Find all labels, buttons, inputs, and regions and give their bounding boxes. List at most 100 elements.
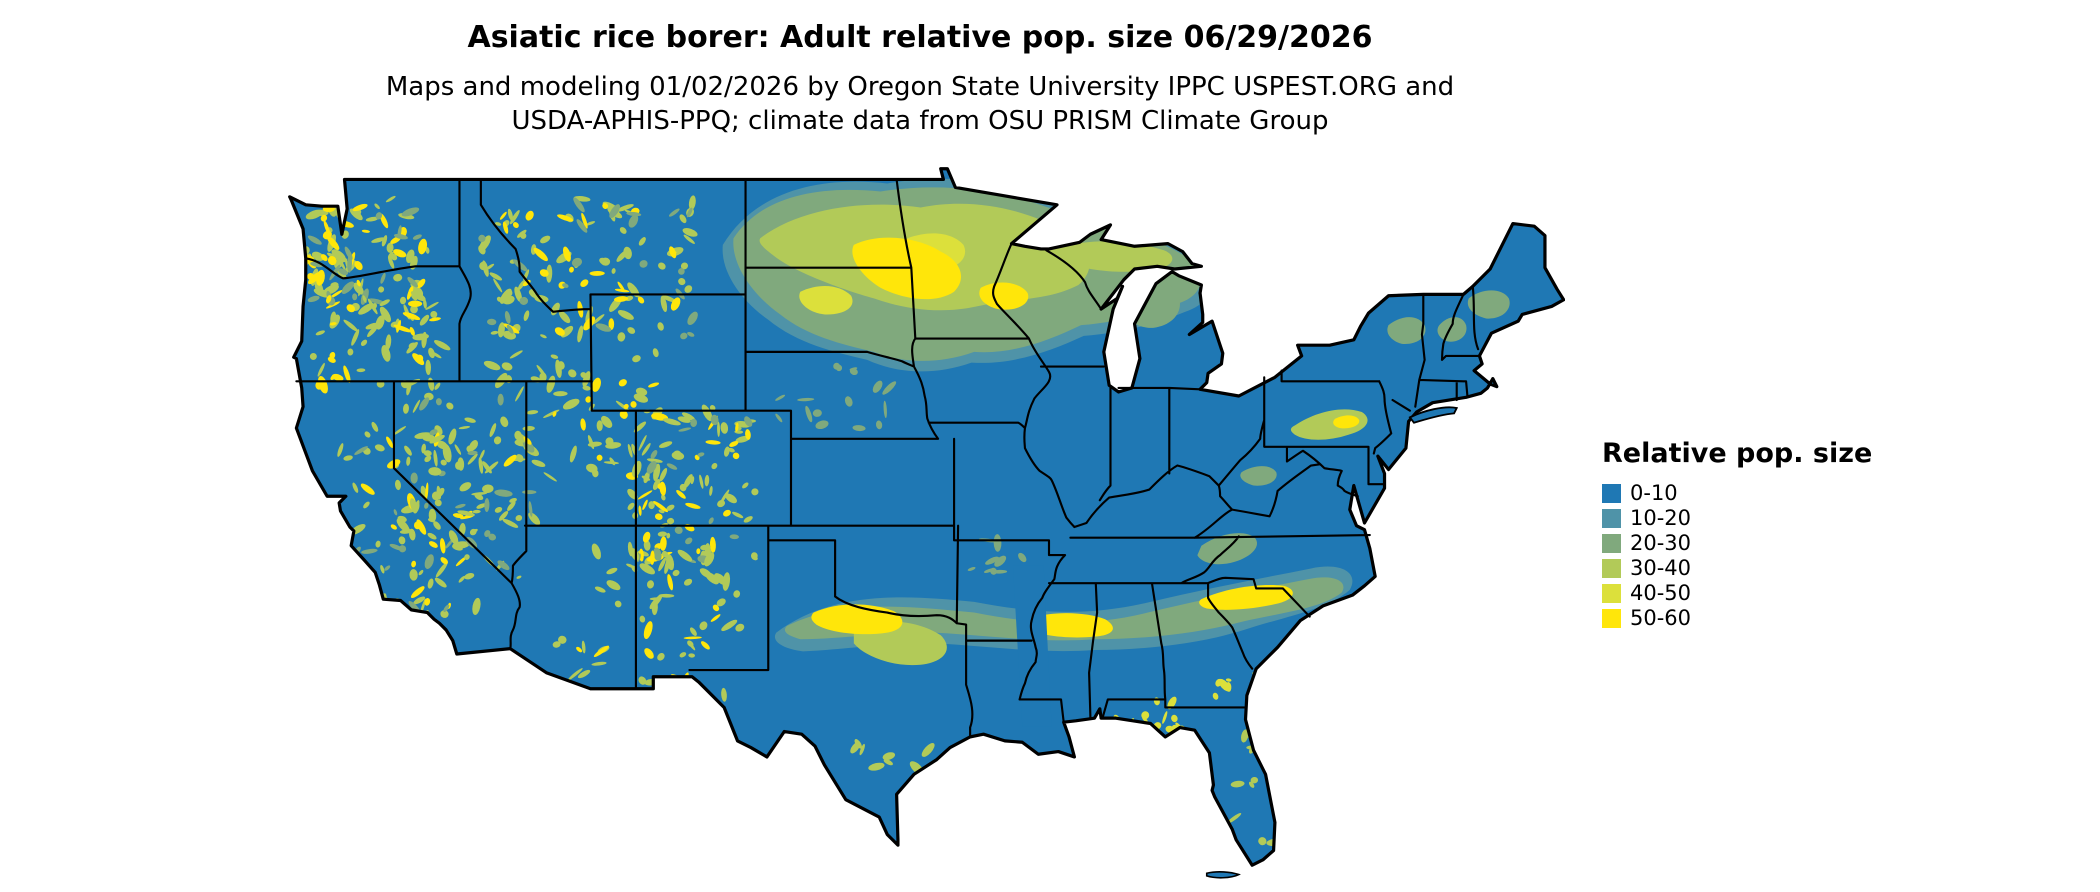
terrain-speckle: [393, 324, 412, 333]
terrain-speckle: [378, 286, 385, 293]
terrain-speckle: [531, 459, 546, 467]
terrain-speckle: [596, 420, 603, 432]
terrain-speckle: [659, 441, 673, 449]
terrain-speckle: [805, 405, 813, 423]
terrain-speckle: [644, 648, 654, 659]
terrain-speckle: [1294, 677, 1300, 695]
terrain-speckle: [641, 443, 651, 456]
terrain-speckle: [409, 498, 418, 514]
terrain-speckle: [410, 290, 426, 302]
terrain-speckle: [307, 235, 322, 245]
terrain-speckle: [619, 410, 628, 419]
terrain-speckle: [367, 325, 378, 338]
terrain-speckle: [381, 235, 388, 247]
terrain-speckle: [580, 418, 586, 431]
terrain-speckle: [484, 461, 499, 474]
terrain-speckle: [576, 219, 588, 233]
terrain-speckle: [577, 669, 591, 679]
terrain-speckle: [868, 762, 885, 771]
terrain-speckle: [661, 550, 669, 558]
terrain-speckle: [457, 510, 475, 517]
terrain-speckle: [557, 635, 567, 644]
terrain-speckle: [311, 251, 325, 261]
terrain-speckle: [551, 683, 570, 691]
terrain-speckle: [343, 455, 353, 461]
subtitle-line-1: Maps and modeling 01/02/2026 by Oregon S…: [385, 72, 1455, 102]
terrain-speckle: [606, 567, 618, 575]
page-title: Asiatic rice borer: Adult relative pop. …: [467, 20, 1373, 55]
terrain-speckle: [399, 614, 406, 624]
terrain-speckle: [393, 249, 407, 258]
terrain-speckle: [638, 434, 647, 451]
terrain-speckle: [409, 569, 418, 581]
terrain-speckle: [658, 557, 667, 572]
terrain-speckle: [500, 416, 509, 428]
terrain-speckle: [553, 391, 568, 397]
terrain-speckle: [498, 511, 509, 521]
terrain-speckle: [360, 483, 375, 495]
terrain-speckle: [397, 515, 407, 523]
terrain-speckle: [407, 277, 418, 288]
terrain-speckle: [457, 457, 465, 471]
terrain-speckle: [670, 297, 681, 311]
terrain-speckle: [594, 586, 606, 593]
terrain-speckle: [683, 234, 695, 244]
terrain-speckle: [410, 305, 418, 314]
terrain-speckle: [678, 268, 685, 275]
terrain-speckle: [649, 594, 663, 610]
terrain-speckle: [360, 339, 368, 346]
terrain-speckle: [1212, 692, 1219, 700]
terrain-speckle: [366, 573, 371, 587]
terrain-speckle: [539, 269, 549, 277]
terrain-speckle: [497, 322, 505, 338]
terrain-speckle: [844, 396, 853, 407]
terrain-speckle: [679, 214, 687, 224]
terrain-speckle: [458, 425, 471, 430]
terrain-speckle: [658, 593, 675, 598]
terrain-speckle: [393, 273, 403, 282]
terrain-speckle: [494, 222, 502, 226]
terrain-speckle: [701, 404, 713, 422]
terrain-speckle: [652, 348, 659, 358]
terrain-speckle: [849, 368, 858, 376]
terrain-speckle: [489, 423, 497, 437]
terrain-speckle: [728, 447, 735, 453]
terrain-speckle: [347, 348, 354, 356]
terrain-speckle: [555, 359, 562, 378]
terrain-speckle: [661, 494, 666, 501]
terrain-speckle: [390, 524, 397, 530]
terrain-speckle: [633, 393, 649, 403]
state-borders: [295, 178, 1481, 738]
terrain-speckle: [641, 563, 648, 569]
terrain-speckle: [490, 330, 499, 335]
terrain-speckle: [522, 279, 531, 287]
terrain-speckle: [440, 459, 447, 466]
terrain-speckle: [409, 528, 416, 541]
terrain-speckle: [413, 596, 426, 605]
terrain-speckle: [425, 482, 429, 501]
terrain-speckle: [601, 415, 613, 428]
terrain-speckle: [313, 288, 331, 298]
terrain-speckle: [365, 216, 379, 222]
terrain-speckle: [493, 436, 502, 445]
terrain-speckle: [446, 402, 454, 410]
terrain-speckle: [520, 232, 527, 239]
terrain-speckle: [688, 653, 696, 658]
terrain-speckle: [682, 228, 698, 237]
terrain-speckle: [309, 352, 317, 360]
legend-label-20-30: 20-30: [1630, 531, 1692, 555]
terrain-speckle: [554, 327, 565, 336]
terrain-speckle: [523, 310, 530, 321]
terrain-speckle: [744, 416, 753, 427]
terrain-speckle: [329, 351, 336, 360]
terrain-speckle: [515, 386, 524, 402]
terrain-speckle: [435, 398, 442, 406]
terrain-speckle: [685, 537, 693, 545]
terrain-speckle: [708, 517, 714, 525]
terrain-speckle: [343, 365, 351, 383]
terrain-speckle: [815, 420, 829, 430]
terrain-speckle: [676, 489, 686, 499]
terrain-speckle: [543, 472, 557, 482]
terrain-speckle: [419, 314, 430, 326]
terrain-speckle: [418, 238, 428, 255]
